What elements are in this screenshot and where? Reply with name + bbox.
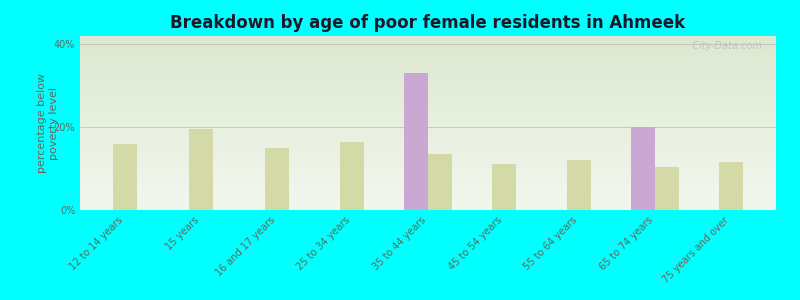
Bar: [189, 129, 213, 210]
Bar: [428, 154, 452, 210]
Bar: [491, 164, 516, 210]
Bar: [114, 144, 138, 210]
Text: City-Data.com: City-Data.com: [686, 41, 762, 51]
Bar: [630, 127, 655, 210]
Bar: [567, 160, 591, 210]
Bar: [340, 142, 365, 210]
Title: Breakdown by age of poor female residents in Ahmeek: Breakdown by age of poor female resident…: [170, 14, 686, 32]
Bar: [718, 162, 742, 210]
Y-axis label: percentage below
poverty level: percentage below poverty level: [38, 73, 59, 173]
Bar: [265, 148, 289, 210]
Bar: [404, 73, 428, 210]
Bar: [655, 167, 679, 210]
